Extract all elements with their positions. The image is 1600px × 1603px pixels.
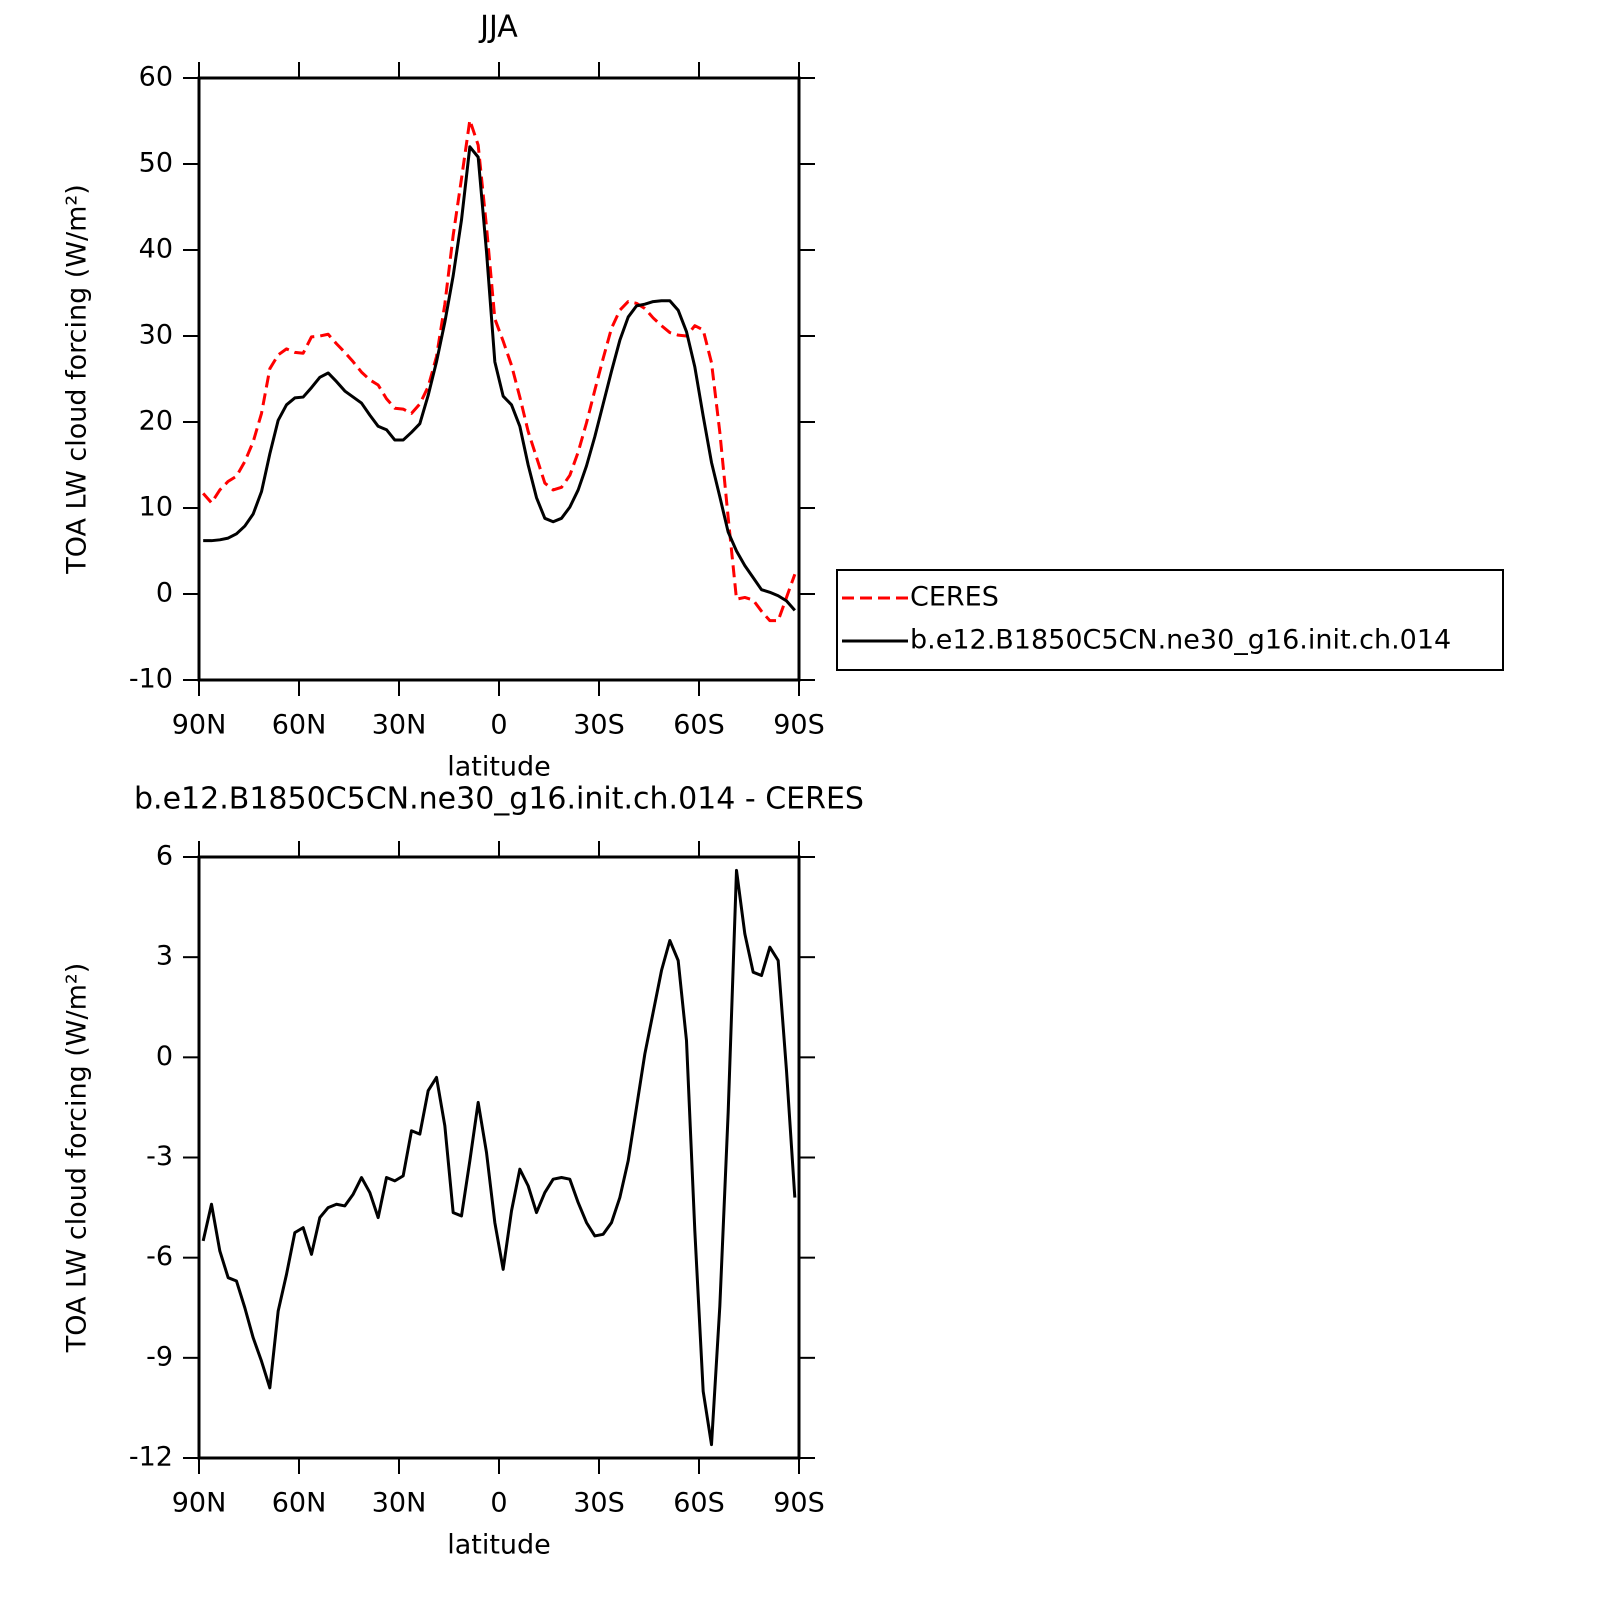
x-axis-label: latitude [447, 752, 551, 783]
x-tick-label: 30S [573, 710, 625, 741]
data-line [201, 868, 797, 1447]
x-tick-label: 90S [773, 710, 825, 741]
x-tick-label: 90N [172, 1488, 227, 1519]
y-tick-label: 0 [156, 578, 173, 609]
x-tick-label: 0 [490, 710, 507, 741]
x-tick-label: 60N [272, 710, 327, 741]
y-tick-label: -12 [129, 1442, 173, 1473]
chart-title: JJA [478, 10, 518, 45]
y-tick-label: 60 [139, 62, 173, 93]
y-tick-label: 0 [156, 1041, 173, 1072]
x-tick-label: 30S [573, 1488, 625, 1519]
y-tick-label: 10 [139, 492, 173, 523]
y-tick-label: 30 [139, 320, 173, 351]
y-tick-label: -9 [146, 1341, 173, 1372]
plot-frame [197, 855, 801, 1460]
x-tick-label: 90S [773, 1488, 825, 1519]
x-tick-label: 60N [272, 1488, 327, 1519]
y-axis-label: TOA LW cloud forcing (W/m²) [62, 963, 93, 1354]
legend-label: b.e12.B1850C5CN.ne30_g16.init.ch.014 [910, 625, 1451, 656]
y-tick-label: 3 [156, 941, 173, 972]
x-tick-label: 30N [372, 710, 427, 741]
x-tick-label: 0 [490, 1488, 507, 1519]
data-line [203, 145, 796, 612]
y-tick-label: 50 [139, 148, 173, 179]
y-tick-label: -10 [129, 664, 173, 695]
y-axis-label: TOA LW cloud forcing (W/m²) [62, 184, 93, 575]
y-tick-label: 40 [139, 234, 173, 265]
legend-label: CERES [910, 582, 999, 613]
x-tick-label: 60S [673, 1488, 725, 1519]
chart-title: b.e12.B1850C5CN.ne30_g16.init.ch.014 - C… [134, 782, 864, 817]
y-tick-label: 6 [156, 841, 173, 872]
x-axis-label: latitude [447, 1530, 551, 1561]
x-tick-label: 30N [372, 1488, 427, 1519]
data-line [202, 118, 797, 623]
x-tick-label: 60S [673, 710, 725, 741]
legend-box [836, 569, 1504, 671]
y-tick-label: -3 [146, 1141, 173, 1172]
y-tick-label: -6 [146, 1241, 173, 1272]
x-tick-label: 90N [172, 710, 227, 741]
y-tick-label: 20 [139, 406, 173, 437]
